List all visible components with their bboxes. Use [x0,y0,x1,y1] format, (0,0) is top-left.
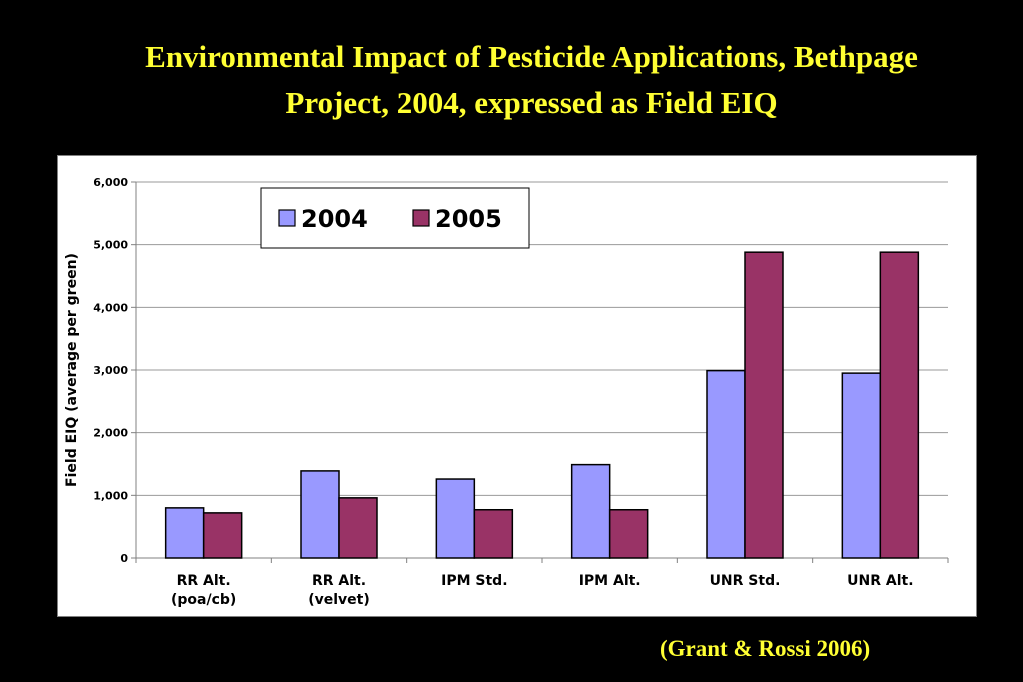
x-category-label: (velvet) [308,592,370,608]
x-category-label: RR Alt. [177,573,231,589]
x-category-label: IPM Std. [441,573,507,589]
y-axis-title: Field EIQ (average per green) [64,253,80,487]
slide-title: Environmental Impact of Pesticide Applic… [30,34,1023,126]
bar-2005-4 [744,251,784,559]
bar-2005-5 [879,251,920,559]
x-category-label: UNR Alt. [847,573,913,589]
bar-2004-0 [164,507,205,559]
bar-2004-3 [570,463,611,559]
x-category-label: UNR Std. [710,573,781,589]
legend-box [260,187,530,249]
y-tick-label: 3,000 [93,364,128,377]
x-category-label: RR Alt. [312,573,366,589]
bar-2005-2 [473,508,514,559]
bar-2004-1 [300,470,340,559]
legend-swatch-2005 [412,209,430,227]
bar-chart: 0 1,000 2,000 3,000 4,000 5,000 6,000 Field EIQ… [64,176,949,608]
legend-label-2005: 2005 [435,205,502,233]
y-tick-label: 2,000 [93,427,128,440]
bar-2005-3 [608,508,649,559]
x-category-label: IPM Alt. [579,573,641,589]
bar-2004-4 [706,369,746,559]
citation: (Grant & Rossi 2006) [660,636,871,661]
x-category-label: (poa/cb) [171,592,236,608]
y-tick-label: 1,000 [93,489,128,502]
y-tick-label: 0 [120,552,128,565]
bar-2005-1 [338,497,378,559]
slide-title-line-1: Environmental Impact of Pesticide Applic… [145,39,918,74]
bar-2005-0 [202,512,243,559]
bar-2004-5 [841,372,882,559]
chart-panel: 0 1,000 2,000 3,000 4,000 5,000 6,000 Field EIQ… [57,155,977,617]
y-tick-label: 6,000 [93,176,128,189]
y-tick-label: 4,000 [93,301,128,314]
slide-title-line-2: Project, 2004, expressed as Field EIQ [285,85,778,120]
legend-swatch-2004 [278,209,296,227]
y-tick-label: 5,000 [93,239,128,252]
legend-label-2004: 2004 [301,205,368,233]
bar-2004-2 [435,478,476,559]
